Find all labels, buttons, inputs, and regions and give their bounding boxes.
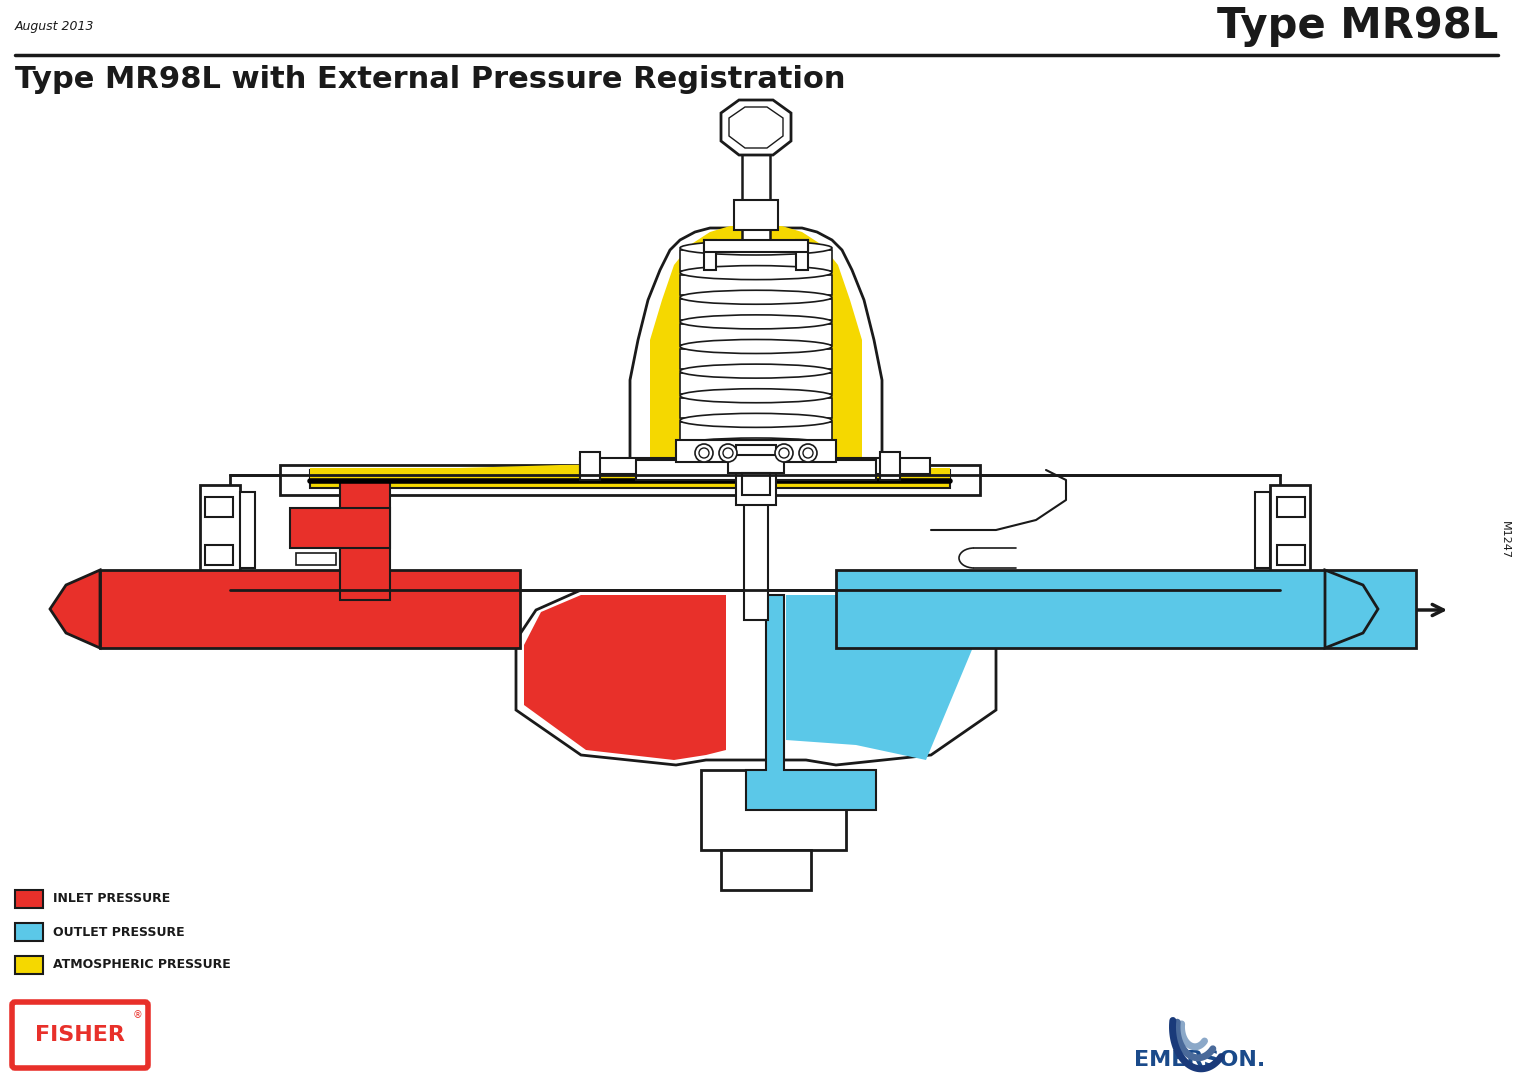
- Bar: [230, 475, 1280, 590]
- Bar: [340, 480, 390, 601]
- Bar: [679, 299, 832, 320]
- Polygon shape: [1325, 570, 1378, 648]
- Bar: [15, 956, 42, 975]
- Bar: [310, 470, 950, 488]
- Ellipse shape: [723, 448, 732, 459]
- Bar: [579, 459, 930, 474]
- Ellipse shape: [799, 444, 817, 462]
- Bar: [741, 473, 770, 495]
- Ellipse shape: [679, 413, 832, 427]
- Polygon shape: [651, 225, 862, 470]
- Bar: [1277, 545, 1306, 565]
- Text: INLET PRESSURE: INLET PRESSURE: [53, 892, 171, 905]
- Bar: [679, 250, 832, 271]
- Text: ®: ®: [132, 1010, 142, 1020]
- Bar: [679, 348, 832, 370]
- Polygon shape: [629, 228, 882, 468]
- Polygon shape: [310, 463, 950, 478]
- Text: M1247: M1247: [1499, 521, 1510, 559]
- Text: ATMOSPHERIC PRESSURE: ATMOSPHERIC PRESSURE: [53, 958, 231, 971]
- Text: OUTLET PRESSURE: OUTLET PRESSURE: [53, 926, 185, 939]
- Bar: [735, 446, 776, 505]
- Bar: [679, 398, 832, 418]
- Bar: [579, 452, 601, 480]
- Text: FISHER: FISHER: [35, 1025, 126, 1045]
- Bar: [635, 460, 876, 480]
- Bar: [204, 545, 233, 565]
- Bar: [741, 120, 770, 251]
- Ellipse shape: [679, 241, 832, 255]
- Ellipse shape: [679, 339, 832, 353]
- Bar: [15, 890, 42, 908]
- Text: Type MR98L with External Pressure Registration: Type MR98L with External Pressure Regist…: [15, 65, 846, 94]
- Ellipse shape: [679, 364, 832, 378]
- Ellipse shape: [694, 444, 713, 462]
- Polygon shape: [746, 595, 876, 810]
- Ellipse shape: [803, 448, 812, 459]
- Bar: [704, 240, 808, 251]
- Text: EMERSON.: EMERSON.: [1135, 1050, 1266, 1070]
- Bar: [704, 240, 716, 270]
- Bar: [1254, 492, 1269, 568]
- Bar: [837, 570, 1416, 648]
- Ellipse shape: [719, 444, 737, 462]
- Text: August 2013: August 2013: [15, 20, 94, 33]
- Ellipse shape: [699, 448, 710, 459]
- Bar: [1269, 485, 1310, 575]
- Bar: [15, 922, 42, 941]
- Ellipse shape: [679, 389, 832, 403]
- Bar: [290, 508, 390, 549]
- Ellipse shape: [779, 448, 788, 459]
- Ellipse shape: [679, 266, 832, 280]
- Bar: [204, 496, 233, 517]
- Bar: [679, 324, 832, 345]
- Ellipse shape: [775, 444, 793, 462]
- Polygon shape: [722, 100, 791, 155]
- Ellipse shape: [679, 291, 832, 305]
- Polygon shape: [523, 595, 726, 760]
- Bar: [310, 468, 950, 482]
- Bar: [297, 553, 336, 565]
- Bar: [280, 465, 980, 495]
- Bar: [722, 850, 811, 890]
- Bar: [241, 492, 256, 568]
- Bar: [679, 274, 832, 295]
- Bar: [679, 423, 832, 443]
- Bar: [1277, 496, 1306, 517]
- Bar: [734, 201, 778, 230]
- Bar: [200, 485, 241, 575]
- Polygon shape: [785, 595, 986, 760]
- Text: Type MR98L: Type MR98L: [1216, 5, 1498, 47]
- FancyBboxPatch shape: [12, 1002, 148, 1068]
- Bar: [744, 495, 769, 620]
- Ellipse shape: [679, 438, 832, 452]
- Bar: [679, 373, 832, 393]
- Bar: [676, 440, 837, 462]
- Bar: [881, 452, 900, 480]
- Bar: [796, 240, 808, 270]
- Polygon shape: [516, 590, 996, 765]
- Polygon shape: [50, 570, 100, 648]
- Bar: [728, 455, 784, 473]
- Bar: [701, 770, 846, 850]
- Ellipse shape: [679, 314, 832, 328]
- Bar: [100, 570, 520, 648]
